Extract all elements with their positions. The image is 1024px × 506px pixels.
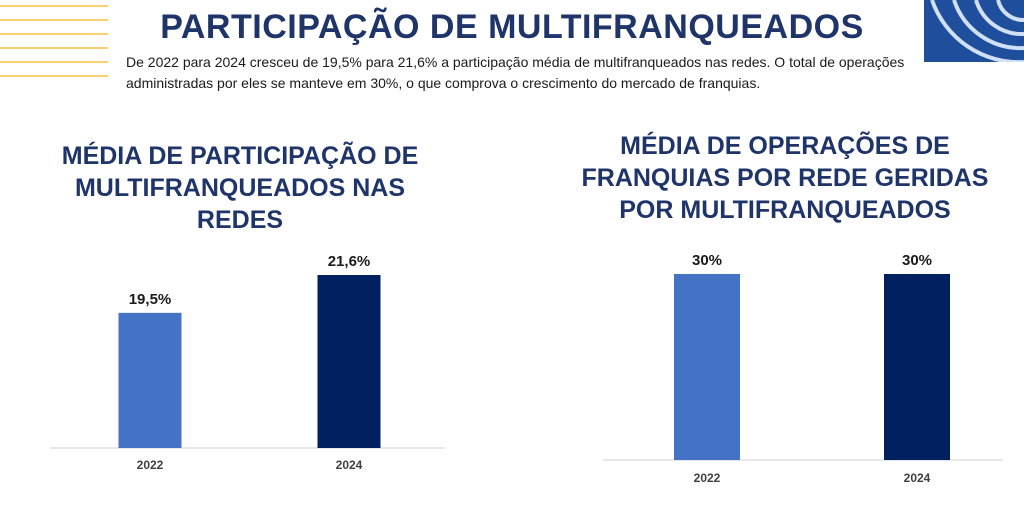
data-label-2024: 21,6% — [328, 253, 371, 270]
category-label-2022: 2022 — [137, 458, 164, 472]
data-label-2022: 30% — [692, 252, 722, 269]
bar-2022 — [118, 312, 182, 448]
chart-2-title: MÉDIA DE OPERAÇÕES DE FRANQUIAS POR REDE… — [581, 132, 989, 224]
decorative-arcs — [924, 0, 1024, 62]
decorative-lines — [0, 5, 108, 77]
bar-2024 — [317, 275, 381, 448]
category-label-2024: 2024 — [904, 471, 931, 485]
data-label-2022: 19,5% — [129, 291, 172, 308]
data-label-2024: 30% — [902, 252, 932, 269]
page-title: PARTICIPAÇÃO DE MULTIFRANQUEADOS — [160, 8, 864, 46]
chart-1-title: MÉDIA DE PARTICIPAÇÃO DE MULTIFRANQUEADO… — [61, 142, 419, 234]
bar-2022 — [674, 274, 740, 460]
category-label-2022: 2022 — [694, 471, 721, 485]
category-label-2024: 2024 — [336, 458, 363, 472]
bar-2024 — [884, 274, 950, 460]
page-description: De 2022 para 2024 cresceu de 19,5% para … — [126, 54, 905, 91]
